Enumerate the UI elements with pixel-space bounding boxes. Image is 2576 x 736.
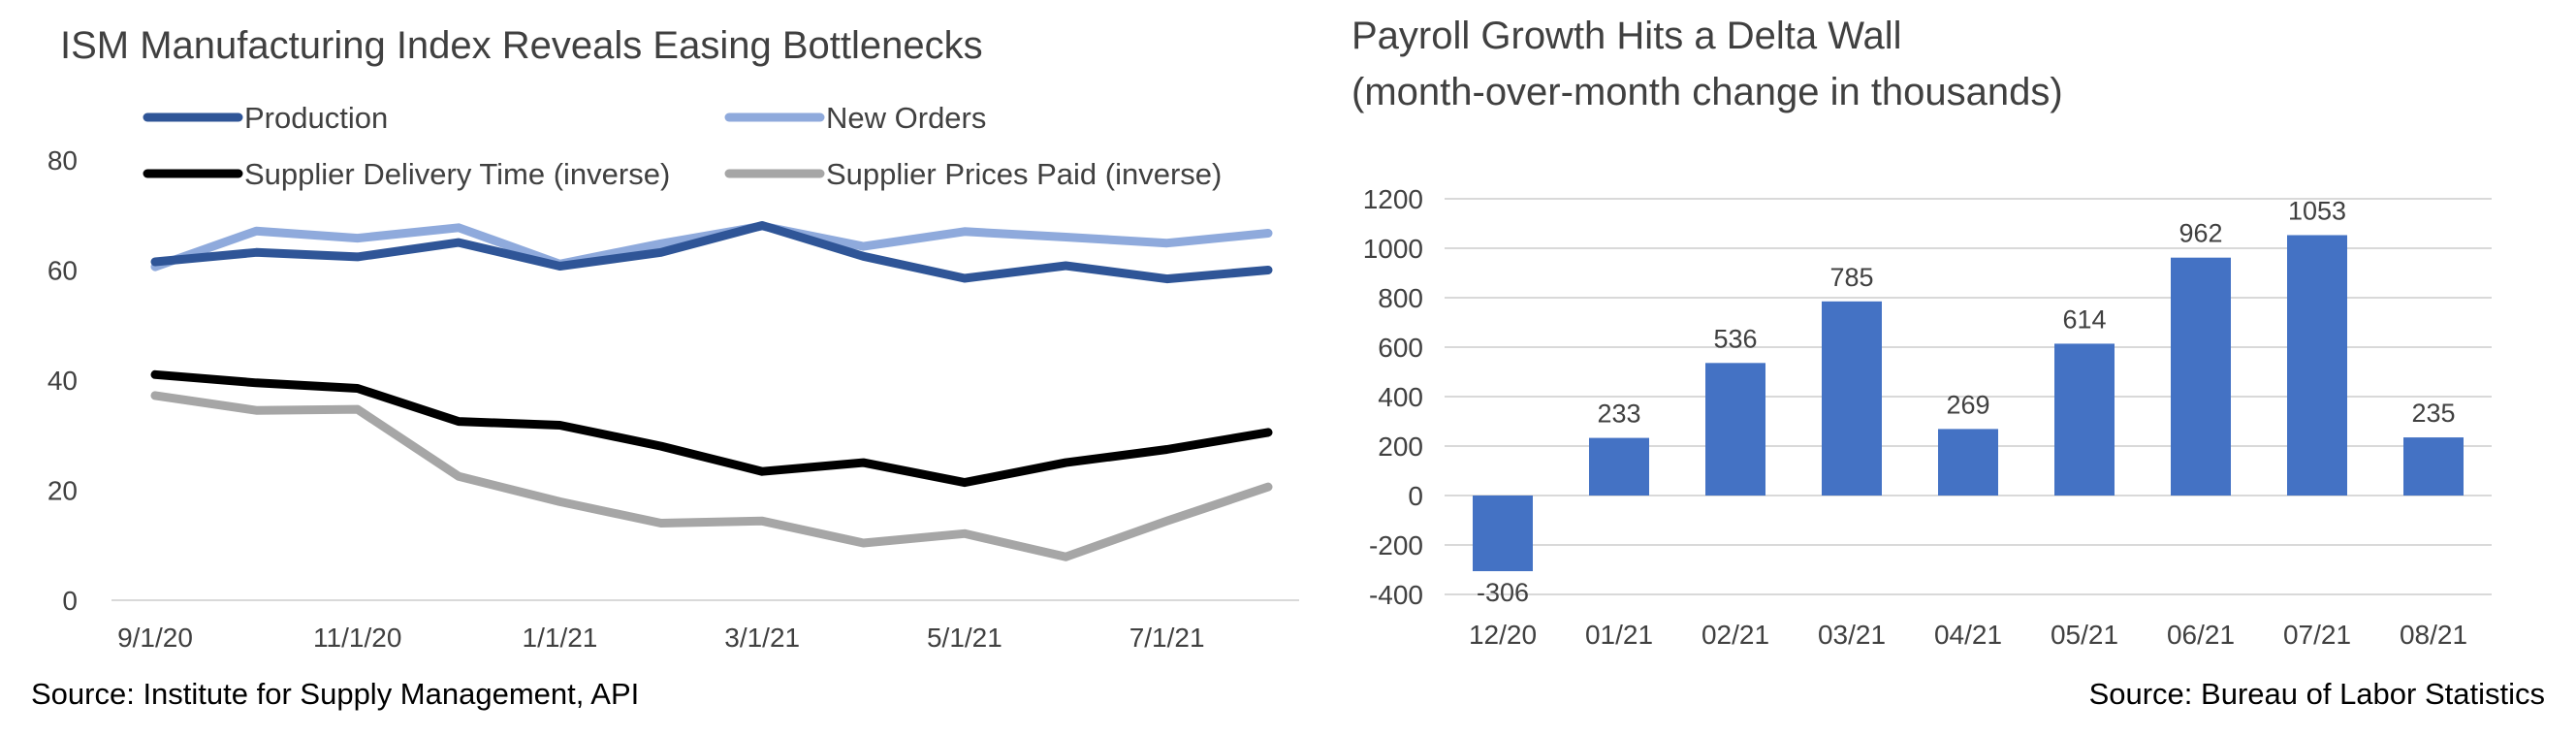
ism-line-production <box>150 221 1273 284</box>
payroll-x-tick-label: 04/21 <box>1934 620 2002 650</box>
payroll-bar-value-label: -306 <box>1477 578 1529 607</box>
ism-y-tick-label: 60 <box>48 256 78 286</box>
payroll-source-note: Source: Bureau of Labor Statistics <box>2089 677 2545 711</box>
payroll-x-tick-label: 03/21 <box>1818 620 1886 650</box>
payroll-chart-title-line-2: (month-over-month change in thousands) <box>1352 71 2063 113</box>
ism-legend-label-supplier-prices-paid-inverse: Supplier Prices Paid (inverse) <box>826 157 1222 191</box>
payroll-y-tick-label: 600 <box>1378 333 1423 363</box>
ism-legend-label-new-orders: New Orders <box>826 101 986 135</box>
ism-legend-label-supplier-delivery-time-inverse: Supplier Delivery Time (inverse) <box>244 157 670 191</box>
ism-chart-title: ISM Manufacturing Index Reveals Easing B… <box>60 24 983 67</box>
payroll-bar-08-21 <box>2403 437 2464 496</box>
payroll-chart-title-line-1: Payroll Growth Hits a Delta Wall <box>1352 15 1902 57</box>
ism-y-tick-label: 20 <box>48 476 78 506</box>
ism-x-tick-label: 3/1/21 <box>724 623 800 653</box>
payroll-y-tick-label: 1200 <box>1363 184 1423 214</box>
ism-legend: Production New Orders Supplier Delivery Ti… <box>143 101 1222 191</box>
payroll-bar-value-label: 962 <box>2178 219 2222 248</box>
payroll-bar-chart: Payroll Growth Hits a Delta Wall (month-… <box>1352 15 2545 711</box>
ism-line-chart: ISM Manufacturing Index Reveals Easing B… <box>31 24 1299 711</box>
payroll-x-tick-label: 12/20 <box>1469 620 1537 650</box>
payroll-axes: -400 -200 0 200 400 600 800 1000 1200 12/20 01/21 0… <box>1363 184 2467 650</box>
ism-y-tick-label: 40 <box>48 366 78 396</box>
ism-x-tick-label: 9/1/20 <box>117 623 193 653</box>
payroll-bar-value-label: 269 <box>1946 390 1989 419</box>
payroll-bar-value-label: 536 <box>1713 324 1757 353</box>
ism-axes: 0 20 40 60 80 9/1/20 11/1/20 1/1/21 3/1/21 5/1/21… <box>48 145 1299 653</box>
payroll-bar-01-21 <box>1589 437 1649 496</box>
payroll-x-tick-label: 07/21 <box>2283 620 2351 650</box>
ism-y-tick-label: 80 <box>48 145 78 176</box>
ism-x-tick-label: 1/1/21 <box>523 623 598 653</box>
payroll-bar-06-21 <box>2171 257 2231 496</box>
payroll-bars: -306 233 536 785 269 614 962 1053 235 <box>1473 196 2464 607</box>
ism-x-tick-label: 7/1/21 <box>1129 623 1205 653</box>
payroll-x-tick-label: 01/21 <box>1585 620 1653 650</box>
payroll-bar-value-label: 1053 <box>2288 196 2346 225</box>
payroll-bar-value-label: 235 <box>2411 399 2455 428</box>
ism-source-note: Source: Institute for Supply Management,… <box>31 677 639 711</box>
payroll-x-tick-label: 05/21 <box>2051 620 2118 650</box>
payroll-bar-05-21 <box>2054 343 2115 496</box>
payroll-bar-value-label: 233 <box>1597 400 1640 429</box>
ism-line-supplier-prices-paid-inverse <box>150 391 1273 561</box>
payroll-bar-value-label: 785 <box>1829 263 1873 292</box>
payroll-bar-value-label: 614 <box>2062 304 2106 334</box>
payroll-y-tick-label: 200 <box>1378 432 1423 462</box>
ism-x-tick-label: 5/1/21 <box>927 623 1002 653</box>
payroll-y-tick-label: 800 <box>1378 283 1423 313</box>
payroll-bar-12-20 <box>1473 496 1533 572</box>
ism-line-supplier-delivery-time-inverse <box>150 369 1273 488</box>
payroll-y-tick-label: -400 <box>1369 580 1423 610</box>
payroll-bar-04-21 <box>1938 429 1998 496</box>
payroll-x-tick-label: 08/21 <box>2400 620 2467 650</box>
payroll-y-tick-label: 400 <box>1378 382 1423 412</box>
ism-series-lines <box>150 221 1273 561</box>
ism-y-tick-label: 0 <box>62 586 78 616</box>
payroll-bar-07-21 <box>2287 235 2347 496</box>
payroll-bar-03-21 <box>1822 301 1882 496</box>
ism-line-new-orders <box>150 221 1273 272</box>
payroll-bar-02-21 <box>1705 363 1765 496</box>
ism-legend-label-production: Production <box>244 101 388 135</box>
payroll-y-tick-label: -200 <box>1369 530 1423 560</box>
payroll-x-tick-label: 06/21 <box>2167 620 2235 650</box>
payroll-x-tick-label: 02/21 <box>1701 620 1769 650</box>
payroll-y-tick-label: 1000 <box>1363 234 1423 264</box>
payroll-y-tick-label: 0 <box>1408 481 1423 511</box>
ism-x-tick-label: 11/1/20 <box>313 623 401 653</box>
